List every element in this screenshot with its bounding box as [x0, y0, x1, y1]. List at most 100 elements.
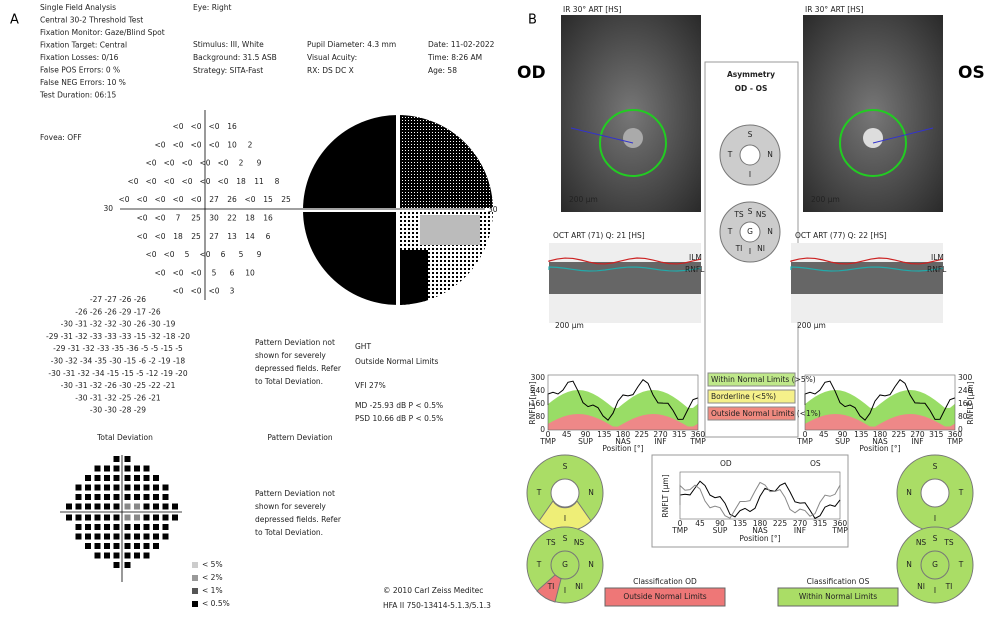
footer: © 2010 Carl Zeiss Meditec [383, 586, 483, 595]
threshold-value: <0 [208, 140, 219, 149]
probability-symbol [143, 514, 150, 521]
threshold-value: <0 [136, 214, 147, 223]
sector-label: TI [945, 582, 953, 591]
probability-symbol [124, 475, 131, 481]
probability-symbol [124, 524, 131, 530]
thickness-curve [804, 378, 956, 421]
probability-symbol [113, 465, 120, 472]
comparison-curve [679, 481, 841, 519]
comparison-curve [679, 480, 841, 520]
status-legend-box [707, 389, 796, 404]
probability-symbol [66, 503, 72, 510]
header-field: Time: 8:26 AM [427, 53, 482, 62]
threshold-value: 3 [230, 287, 235, 296]
threshold-value: <0 [163, 177, 174, 186]
sector-label: S [748, 207, 753, 216]
probability-symbol [113, 524, 120, 530]
sector-label: TS [545, 538, 556, 547]
total-deviation-row: -27 -27 -26 -26 [90, 295, 146, 304]
sector-label: T [958, 488, 964, 497]
probability-symbol [134, 475, 140, 481]
probability-symbol [94, 494, 101, 500]
classification-title: Classification OS [807, 577, 870, 586]
threshold-value: <0 [154, 140, 165, 149]
x-tick-label: 360 [833, 519, 848, 528]
threshold-value: <0 [199, 159, 210, 168]
probability-symbol [85, 524, 91, 530]
threshold-value: 27 [209, 195, 219, 204]
region-label: SUP [835, 437, 850, 446]
classification-result: Outside Normal Limits [623, 592, 706, 601]
probability-symbol [153, 494, 159, 500]
threshold-value: 9 [257, 250, 262, 259]
probability-symbol [94, 475, 101, 481]
region-label: INF [794, 526, 806, 535]
sector-center [550, 550, 580, 580]
threshold-value: 25 [281, 195, 291, 204]
threshold-value: <0 [163, 250, 174, 259]
probability-symbol [134, 503, 140, 510]
pattern-note: depressed fields. Refer [255, 364, 342, 373]
probability-symbol [113, 543, 120, 549]
threshold-value: <0 [181, 159, 192, 168]
probability-symbol [113, 562, 120, 568]
pattern-note: shown for severely [255, 502, 326, 511]
threshold-value: <0 [190, 287, 201, 296]
probability-symbol [113, 475, 120, 481]
probability-symbol [104, 514, 110, 521]
x-tick-label: 270 [793, 519, 808, 528]
region-label: NAS [872, 437, 888, 446]
index: PSD 10.66 dB P < 0.5% [355, 414, 443, 423]
scan-circle [839, 109, 907, 177]
threshold-value: <0 [217, 159, 228, 168]
threshold-value: 18 [245, 214, 255, 223]
sector-label: N [906, 488, 912, 497]
threshold-value: <0 [154, 232, 165, 241]
probability-symbol [94, 484, 101, 491]
threshold-value: <0 [244, 195, 255, 204]
header-field: Fixation Losses: 0/16 [40, 53, 119, 62]
probability-symbol [162, 524, 169, 530]
pattern-note: depressed fields. Refer [255, 515, 342, 524]
sector-label: N [767, 150, 773, 159]
probability-symbol [153, 533, 159, 540]
total-deviation-row: -29 -31 -32 -33 -35 -36 -5 -5 -15 -5 [53, 344, 183, 353]
threshold-value: 27 [209, 232, 219, 241]
probability-symbol [75, 484, 82, 491]
probability-symbol [134, 514, 140, 521]
axis-label: 30 [103, 204, 113, 213]
threshold-value: 8 [275, 177, 280, 186]
status-legend-box [707, 406, 796, 421]
sector-label: N [588, 488, 594, 497]
probability-symbol [162, 503, 169, 510]
sector-label: I [749, 247, 751, 256]
probability-symbol [134, 552, 140, 559]
probability-symbol [153, 475, 159, 481]
header-field: Visual Acuity: [307, 53, 357, 62]
header-field: Pupil Diameter: 4.3 mm [307, 40, 396, 49]
threshold-value: 5 [185, 250, 190, 259]
fundus-image [803, 15, 943, 212]
region-label: TMP [539, 437, 556, 446]
probability-symbol [124, 484, 131, 491]
y-tick-label: 300 [531, 373, 546, 382]
graph-frame [804, 374, 956, 431]
sector-label: I [934, 586, 936, 595]
sector-label: S [748, 130, 753, 139]
sector-center [920, 550, 950, 580]
y-tick-label: 80 [958, 412, 968, 421]
probability-symbol [113, 514, 120, 521]
sector-label: S [933, 534, 938, 543]
threshold-value: <0 [136, 195, 147, 204]
threshold-value: 7 [176, 214, 181, 223]
probability-symbol [104, 494, 110, 500]
threshold-value: <0 [172, 122, 183, 131]
status-legend-label: Within Normal Limits (>5%) [711, 375, 816, 384]
threshold-value: <0 [118, 195, 129, 204]
vfi: VFI 27% [355, 381, 386, 390]
probability-symbol [113, 503, 120, 510]
region-label: INF [911, 437, 923, 446]
asymmetry-center [739, 144, 761, 166]
ilm-line [548, 257, 702, 265]
